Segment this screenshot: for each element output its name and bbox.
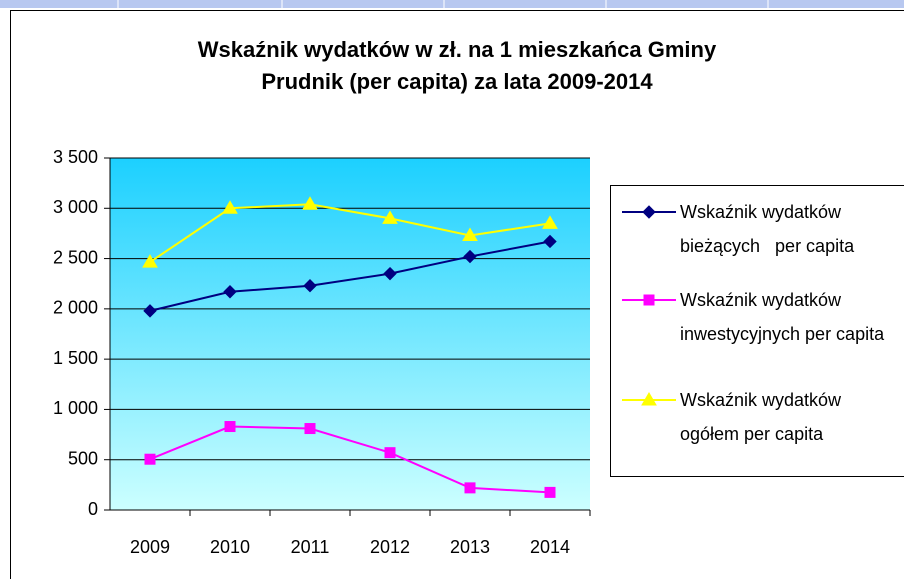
x-tick-label: 2011 <box>291 537 330 557</box>
y-tick-label: 3 500 <box>53 147 98 167</box>
data-point <box>304 423 316 435</box>
legend-marker <box>641 392 657 406</box>
data-point <box>142 254 158 268</box>
series-line <box>149 203 551 263</box>
y-tick-label: 3 000 <box>53 197 98 217</box>
legend-marker <box>642 205 656 219</box>
data-point <box>224 421 236 433</box>
data-point <box>462 227 478 241</box>
data-point <box>463 249 477 264</box>
chart-title: Wskaźnik wydatków w zł. na 1 mieszkańca … <box>197 37 717 94</box>
legend-label: Wskaźnik wydatków inwestycyjnych per cap… <box>680 290 885 344</box>
data-point <box>544 486 556 498</box>
legend-marker <box>643 294 655 306</box>
data-point <box>543 234 557 249</box>
data-point <box>542 215 558 229</box>
legend-label: Wskaźnik wydatków bieżących per capita <box>680 202 855 256</box>
series-line <box>149 425 551 494</box>
data-point <box>384 447 396 459</box>
y-tick-label: 2 000 <box>53 298 98 318</box>
data-point <box>383 266 397 281</box>
x-tick-label: 2009 <box>130 537 170 557</box>
data-point <box>222 200 238 214</box>
x-tick-label: 2012 <box>370 537 410 557</box>
data-point <box>302 196 318 210</box>
y-tick-label: 1 000 <box>53 398 98 418</box>
y-tick-label: 0 <box>88 499 98 519</box>
data-point <box>464 482 476 494</box>
y-tick-label: 2 500 <box>53 247 98 267</box>
column-header-strip <box>0 0 904 8</box>
y-tick-label: 500 <box>68 448 98 468</box>
x-tick-label: 2014 <box>530 537 570 557</box>
data-point <box>143 304 157 318</box>
legend-label: Wskaźnik wydatków ogółem per capita <box>680 390 847 444</box>
x-tick-label: 2010 <box>210 537 250 557</box>
y-tick-label: 1 500 <box>53 348 98 368</box>
plot-area <box>110 158 590 510</box>
data-point <box>382 210 398 224</box>
data-point <box>223 285 237 299</box>
data-point <box>144 453 156 465</box>
data-point <box>303 279 317 293</box>
legend-box <box>610 185 904 477</box>
series-line <box>149 240 551 312</box>
x-tick-label: 2013 <box>450 537 490 557</box>
